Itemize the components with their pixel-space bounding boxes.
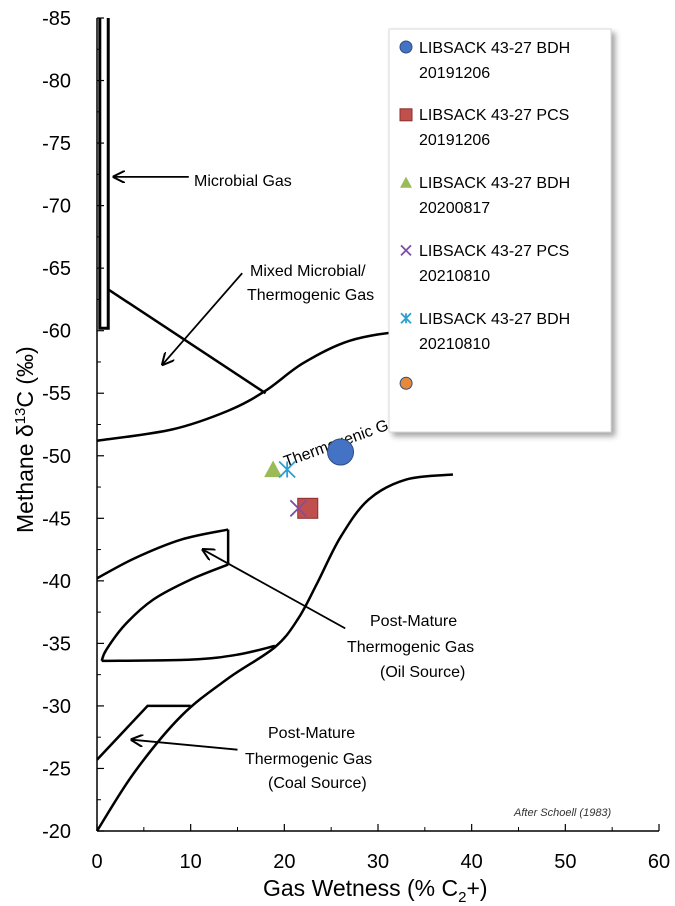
x-tick-label: 60 (648, 851, 670, 873)
y-tick-label: -30 (42, 696, 71, 718)
y-tick-label: -85 (42, 8, 71, 30)
y-tick-label: -35 (42, 633, 71, 655)
x-ticks: 0 10 20 30 40 50 60 (91, 824, 670, 873)
mixed-gas-label-line2: Thermogenic Gas (247, 287, 374, 304)
data-points (264, 376, 413, 519)
y-tick-label: -60 (42, 321, 71, 343)
post-mature-oil-label-line1: Post-Mature (370, 613, 457, 630)
coal-source-arrow (132, 740, 238, 751)
x-tick-label: 50 (554, 851, 576, 873)
legend-label-4b: 20210810 (419, 268, 490, 285)
y-ticks: -85 -80 -75 -70 -65 -60 -55 -50 -45 -40 -35 -30 -25 -… (42, 8, 104, 843)
y-tick-label: -40 (42, 571, 71, 593)
coal-source (96, 704, 191, 761)
y-tick-label: -20 (42, 821, 71, 843)
post-mature-coal-label-line2: Thermogenic Gas (245, 751, 372, 768)
y-tick-label: -25 (42, 758, 71, 780)
x-axis-title-tail: +) (466, 875, 487, 901)
y-tick-label: -55 (42, 383, 71, 405)
data-point-series-3 (264, 460, 283, 478)
oil-source-arrow (203, 550, 346, 630)
legend-label-2b: 20191206 (419, 132, 490, 149)
x-tick-label: 10 (180, 851, 202, 873)
microbial-gas-label: Microbial Gas (194, 173, 292, 190)
legend-label-2a: LIBSACK 43-27 PCS (419, 107, 569, 124)
data-point-unlabeled (399, 376, 413, 390)
legend-markers (399, 40, 413, 324)
oil-source-upper (96, 528, 229, 580)
oil-source-lower (100, 563, 229, 662)
legend-marker-5 (400, 312, 412, 324)
y-tick-label: -65 (42, 258, 71, 280)
x-axis-title-sub: 2 (458, 889, 466, 906)
legend-label-5a: LIBSACK 43-27 BDH (419, 311, 570, 328)
mixed-zone-line (107, 288, 267, 395)
legend-box (388, 28, 612, 433)
post-mature-coal-label-line1: Post-Mature (268, 725, 355, 742)
legend-marker-1 (399, 40, 413, 54)
data-point-series-1 (327, 438, 355, 466)
data-point-series-5 (278, 460, 296, 479)
post-mature-oil-label-line3: (Oil Source) (380, 664, 465, 681)
thermogenic-lower-curve (95, 473, 454, 832)
annotation-arrows (114, 177, 346, 751)
oil-source-bottom (101, 644, 276, 663)
microbial-box (98, 18, 110, 330)
legend-label-1a: LIBSACK 43-27 BDH (419, 40, 570, 57)
legend-marker-2 (399, 108, 413, 122)
x-tick-label: 30 (367, 851, 389, 873)
mixed-arrow (163, 272, 243, 364)
x-tick-label: 0 (91, 851, 102, 873)
y-axis-title-sup: 13 (12, 408, 29, 425)
y-tick-label: -50 (42, 446, 71, 468)
y-axis-title-main: Methane δ (12, 424, 38, 533)
data-point-series-2 (297, 497, 319, 519)
y-tick-label: -45 (42, 508, 71, 530)
legend-label-4a: LIBSACK 43-27 PCS (419, 243, 569, 260)
y-axis-title-tail: C (‰) (12, 346, 38, 407)
mixed-gas-label-line1: Mixed Microbial/ (250, 263, 366, 280)
y-axis-title: Methane δ13C (‰) (12, 346, 38, 533)
x-tick-label: 20 (273, 851, 295, 873)
source-credit: After Schoell (1983) (513, 807, 612, 819)
legend: LIBSACK 43-27 BDH 20191206 LIBSACK 43-27… (388, 28, 612, 433)
post-mature-coal-label-line3: (Coal Source) (268, 775, 367, 792)
legend-marker-3 (400, 176, 412, 188)
legend-label-3b: 20200817 (419, 200, 490, 217)
x-axis-title-main: Gas Wetness (% C (263, 875, 458, 901)
y-tick-label: -80 (42, 71, 71, 93)
x-axis-title: Gas Wetness (% C2+) (263, 875, 488, 906)
legend-label-3a: LIBSACK 43-27 BDH (419, 175, 570, 192)
classification-boundaries (95, 18, 454, 832)
data-point-series-4 (289, 499, 308, 517)
x-tick-label: 40 (461, 851, 483, 873)
post-mature-oil-label-line2: Thermogenic Gas (347, 639, 474, 656)
y-tick-label: -75 (42, 133, 71, 155)
legend-label-5b: 20210810 (419, 336, 490, 353)
y-tick-label: -70 (42, 196, 71, 218)
legend-marker-4 (400, 244, 412, 257)
legend-label-1b: 20191206 (419, 65, 490, 82)
